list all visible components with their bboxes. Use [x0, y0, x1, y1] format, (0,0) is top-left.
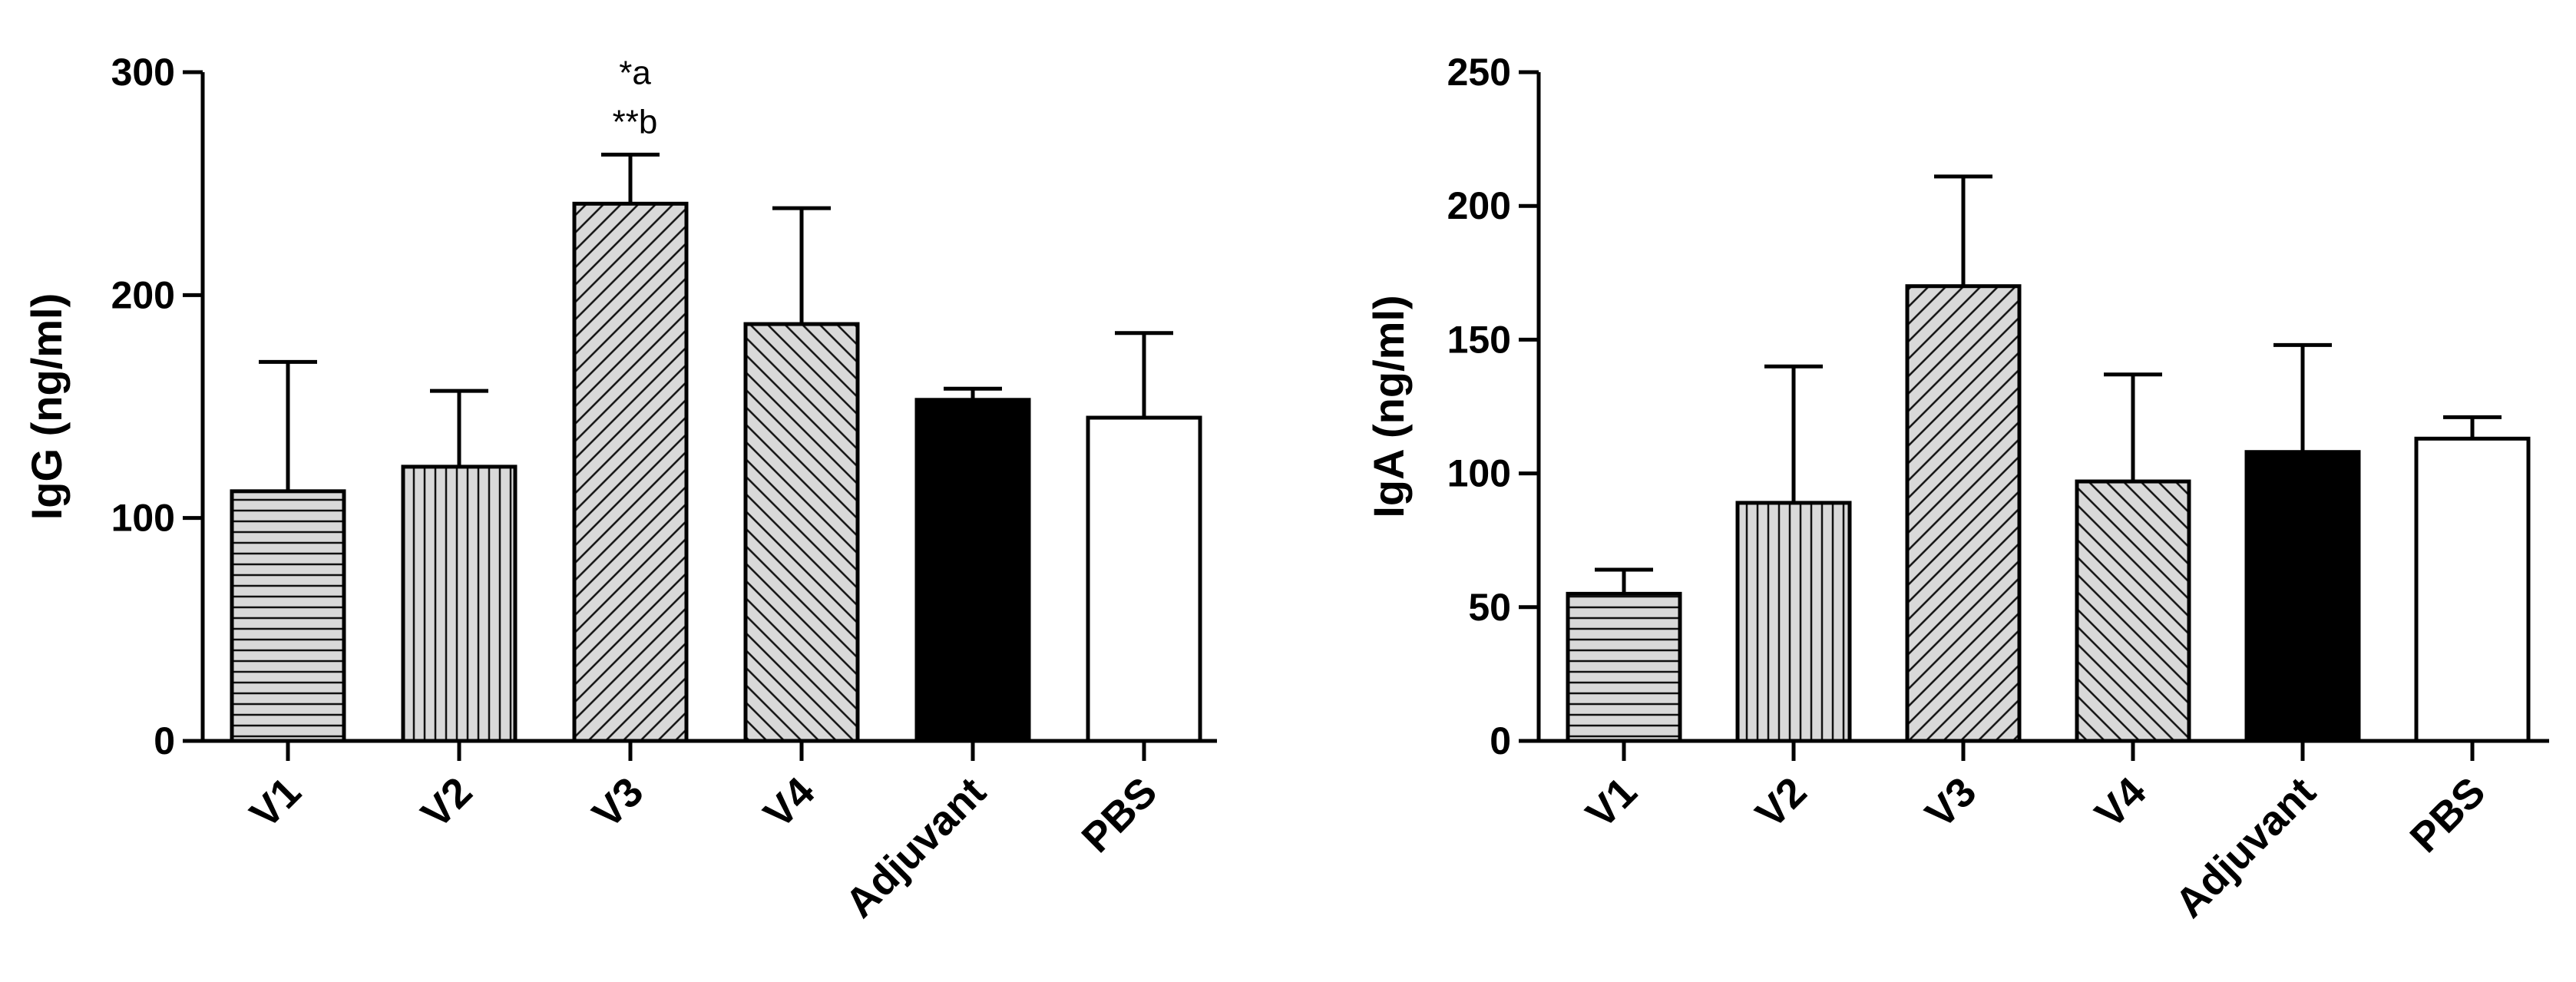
iga-y-tick-label: 250 [1447, 51, 1511, 94]
igg-x-tick-label: PBS [1073, 769, 1166, 861]
iga-chart: 0 50 100 150 200 250 IgA (ng/ml) V1 V2 V3 V4 Adjuva… [1364, 51, 2549, 927]
iga-bar-pbs [2414, 436, 2531, 743]
iga-x-tick-label: Adjuvant [2167, 769, 2325, 927]
iga-bar-v1 [1566, 591, 1682, 743]
igg-bar-v1 [230, 489, 346, 743]
igg-y-tick-label: 200 [111, 273, 175, 316]
igg-bar-v2 [401, 465, 518, 743]
iga-y-tick-label: 50 [1468, 586, 1511, 629]
igg-bar-pbs [1086, 415, 1202, 743]
igg-annotation: **b [613, 103, 658, 141]
igg-bar-v3 [572, 201, 689, 743]
igg-annotation: *a [619, 54, 651, 91]
igg-y-tick-label: 300 [111, 51, 175, 94]
igg-y-tick-label: 0 [154, 719, 175, 762]
igg-bar-adjuvant [914, 398, 1031, 743]
iga-x-tick-label: V1 [1577, 769, 1645, 837]
igg-x-tick-label: V4 [755, 769, 823, 837]
igg-y-axis-title: IgG (ng/ml) [22, 293, 71, 521]
iga-bar-adjuvant [2244, 450, 2361, 743]
igg-bar-v4 [743, 322, 860, 743]
igg-x-tick-label: Adjuvant [837, 769, 995, 927]
iga-x-tick-label: V3 [1916, 769, 1985, 837]
iga-x-tick-label: V4 [2086, 769, 2154, 837]
iga-y-tick-label: 200 [1447, 184, 1511, 227]
igg-x-tick-label: V2 [412, 769, 481, 837]
iga-bar-v2 [1735, 501, 1852, 743]
iga-y-axis-title: IgA (ng/ml) [1364, 295, 1413, 517]
iga-bar-v4 [2075, 479, 2191, 743]
igg-chart: 0 100 200 300 IgG (ng/ml) V1 V2 V3 V4 Adjuvant PBS… [22, 51, 1217, 927]
igg-x-tick-label: V3 [584, 769, 652, 837]
iga-x-tick-label: V2 [1747, 769, 1815, 837]
igg-x-tick-label: V1 [241, 769, 309, 837]
iga-bar-v3 [1905, 284, 2022, 743]
iga-y-tick-label: 100 [1447, 452, 1511, 495]
iga-y-tick-label: 0 [1490, 719, 1511, 762]
iga-y-tick-label: 150 [1447, 318, 1511, 361]
iga-x-tick-label: PBS [2402, 769, 2495, 861]
igg-y-tick-label: 100 [111, 497, 175, 540]
